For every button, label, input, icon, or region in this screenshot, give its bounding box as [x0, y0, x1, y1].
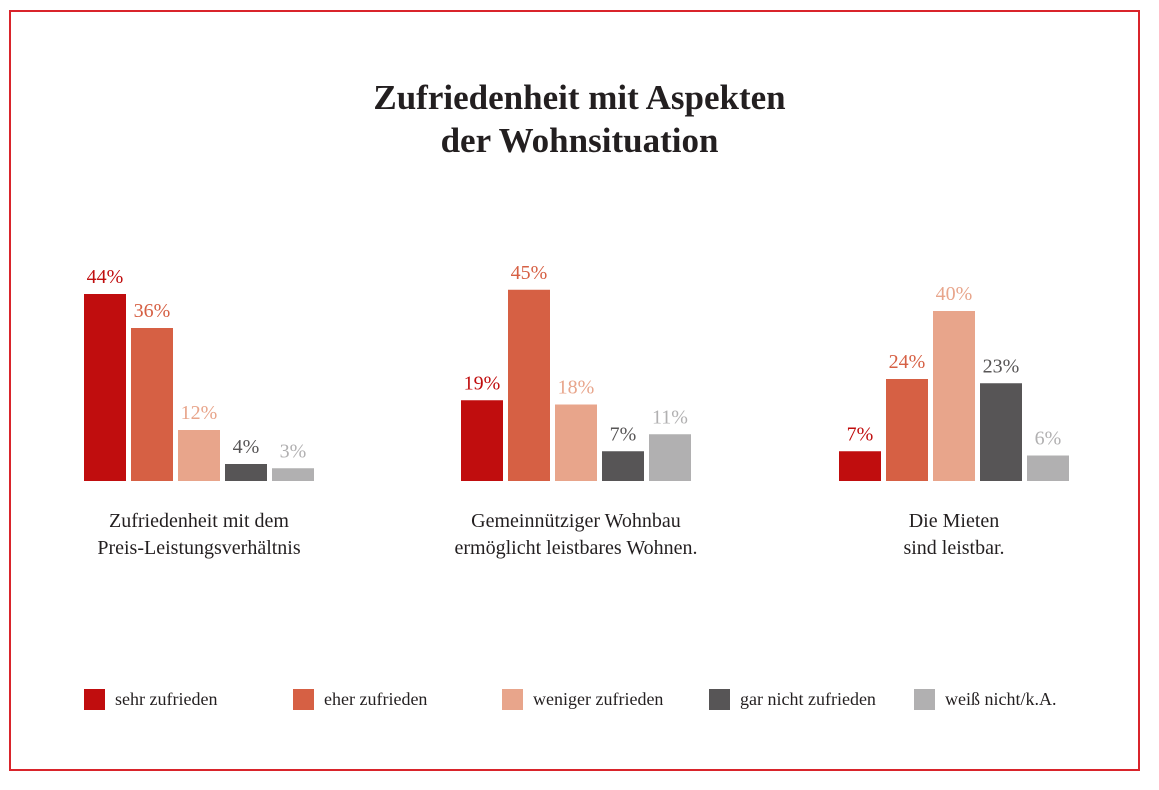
- bar-weniger-zufrieden-group-3: [933, 311, 975, 481]
- data-label-eher-zufrieden-group-1: 36%: [134, 300, 171, 322]
- legend-label-eher-zufrieden: eher zufrieden: [324, 688, 428, 709]
- category-label-1: Zufriedenheit mit dem Preis-Leistungsver…: [19, 508, 379, 562]
- bar-eher-zufrieden-group-2: [508, 289, 550, 481]
- category-label-2-line-1: Gemeinnütziger Wohnbau: [471, 510, 681, 532]
- bar-eher-zufrieden-group-3: [886, 379, 928, 481]
- bar-weniger-zufrieden-group-2: [555, 404, 597, 481]
- chart-legend: sehr zufrieden eher zufrieden weniger zu…: [0, 688, 1159, 712]
- legend-swatch-eher-zufrieden: [293, 688, 314, 710]
- chart-title: Zufriedenheit mit Aspekten der Wohnsitua…: [0, 76, 1159, 162]
- chart-title-line-1: Zufriedenheit mit Aspekten: [373, 78, 786, 117]
- legend-label-weniger-zufrieden: weniger zufrieden: [533, 688, 664, 709]
- data-label-weniger-zufrieden-group-3: 40%: [936, 283, 973, 305]
- category-label-2-line-2: ermöglicht leistbares Wohnen.: [454, 537, 698, 559]
- bar-gar-nicht-zufrieden-group-3: [980, 383, 1022, 481]
- legend-item-sehr-zufrieden: sehr zufrieden: [84, 688, 217, 710]
- legend-swatch-weniger-zufrieden: [502, 688, 523, 710]
- data-label-gar-nicht-zufrieden-group-3: 23%: [983, 355, 1020, 377]
- bar-weiss-nicht-k-a-group-3: [1027, 455, 1069, 481]
- category-label-3: Die Mieten sind leistbar.: [774, 508, 1134, 562]
- bar-sehr-zufrieden-group-2: [461, 400, 503, 481]
- legend-item-gar-nicht-zufrieden: gar nicht zufrieden: [709, 688, 876, 710]
- category-label-3-line-1: Die Mieten: [908, 510, 1000, 532]
- data-label-sehr-zufrieden-group-2: 19%: [464, 372, 501, 394]
- legend-swatch-gar-nicht-zufrieden: [709, 688, 730, 710]
- legend-label-weiss-nicht: weiß nicht/k.A.: [945, 688, 1057, 709]
- legend-swatch-weiss-nicht: [914, 688, 935, 710]
- legend-item-weiss-nicht: weiß nicht/k.A.: [914, 688, 1056, 710]
- bar-weiss-nicht-k-a-group-1: [272, 468, 314, 481]
- category-label-1-line-1: Zufriedenheit mit dem: [109, 510, 289, 532]
- data-label-sehr-zufrieden-group-3: 7%: [847, 423, 874, 445]
- bar-weniger-zufrieden-group-1: [178, 430, 220, 481]
- category-label-2: Gemeinnütziger Wohnbau ermöglicht leistb…: [396, 508, 756, 562]
- data-label-gar-nicht-zufrieden-group-2: 7%: [610, 423, 637, 445]
- data-label-eher-zufrieden-group-3: 24%: [889, 351, 926, 373]
- legend-label-sehr-zufrieden: sehr zufrieden: [115, 688, 218, 709]
- bar-gar-nicht-zufrieden-group-2: [602, 451, 644, 481]
- data-label-weiss-nicht-k-a-group-2: 11%: [652, 406, 688, 428]
- bar-eher-zufrieden-group-1: [131, 328, 173, 481]
- legend-item-eher-zufrieden: eher zufrieden: [293, 688, 427, 710]
- data-label-weniger-zufrieden-group-1: 12%: [181, 402, 218, 424]
- data-label-eher-zufrieden-group-2: 45%: [511, 262, 548, 284]
- bar-gar-nicht-zufrieden-group-1: [225, 464, 267, 481]
- category-label-3-line-2: sind leistbar.: [903, 537, 1005, 559]
- data-label-weniger-zufrieden-group-2: 18%: [558, 377, 595, 399]
- data-label-weiss-nicht-k-a-group-1: 3%: [280, 440, 307, 462]
- data-label-sehr-zufrieden-group-1: 44%: [87, 266, 124, 288]
- chart-title-line-2: der Wohnsituation: [440, 121, 719, 160]
- bar-weiss-nicht-k-a-group-2: [649, 434, 691, 481]
- legend-label-gar-nicht-zufrieden: gar nicht zufrieden: [740, 688, 876, 709]
- data-label-gar-nicht-zufrieden-group-1: 4%: [233, 436, 260, 458]
- data-label-weiss-nicht-k-a-group-3: 6%: [1035, 428, 1062, 450]
- category-label-1-line-2: Preis-Leistungsverhältnis: [97, 537, 301, 559]
- legend-swatch-sehr-zufrieden: [84, 688, 105, 710]
- legend-item-weniger-zufrieden: weniger zufrieden: [502, 688, 663, 710]
- bar-sehr-zufrieden-group-3: [839, 451, 881, 481]
- chart-frame: [9, 10, 1140, 771]
- bar-sehr-zufrieden-group-1: [84, 294, 126, 481]
